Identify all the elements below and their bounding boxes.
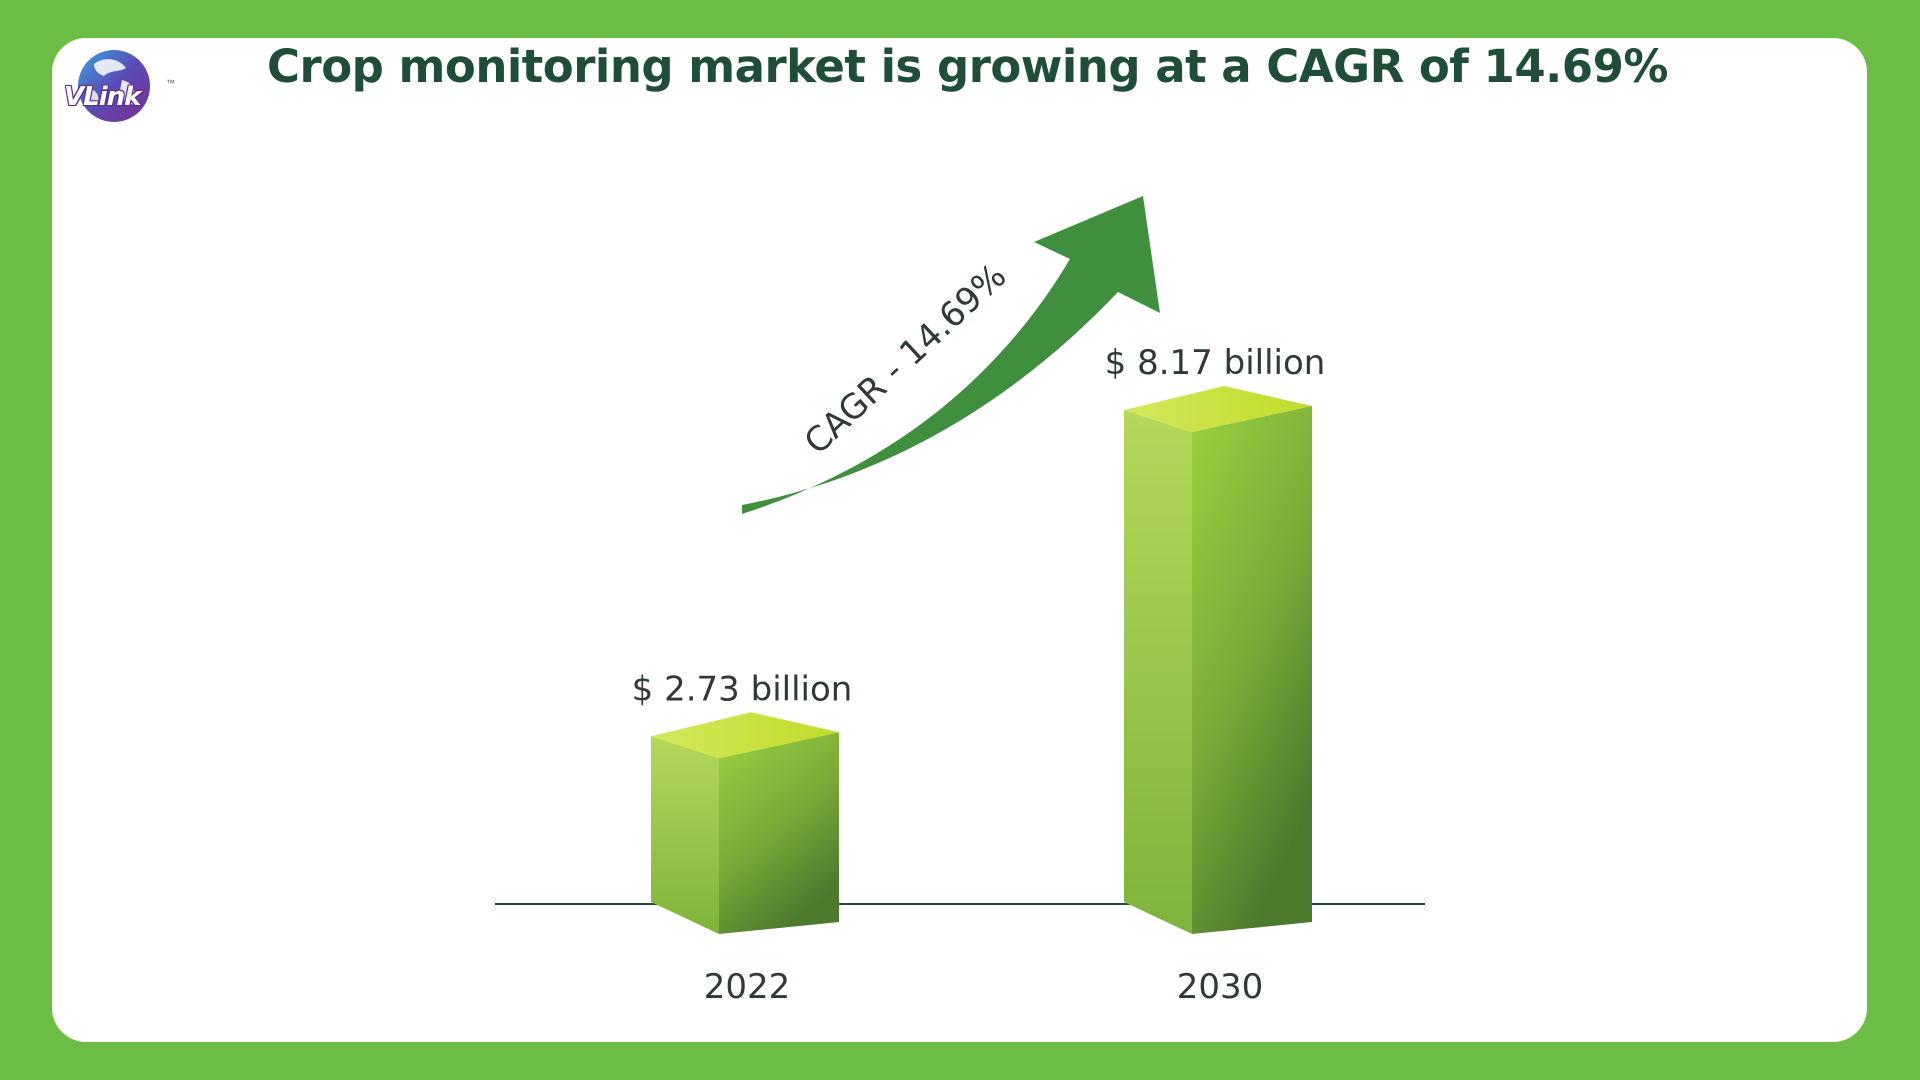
- globe-icon: [78, 50, 150, 122]
- category-label-2022: 2022: [704, 967, 791, 1007]
- vlink-logo: VLink ™: [64, 46, 175, 130]
- bar-top-2030: [1124, 386, 1312, 432]
- bar-side-2030: [1124, 410, 1192, 934]
- value-label-2022: $ 2.73 billion: [632, 669, 853, 709]
- logo-trademark: ™: [166, 78, 175, 88]
- category-label-2030: 2030: [1177, 967, 1264, 1007]
- value-label-2030: $ 8.17 billion: [1105, 343, 1326, 383]
- logo-text: VLink: [64, 82, 141, 112]
- bar-top-2022: [651, 712, 839, 759]
- bar-2030: [1192, 406, 1312, 934]
- bar-side-2022: [651, 736, 719, 934]
- page-title: Crop monitoring market is growing at a C…: [267, 40, 1668, 93]
- bar-2022: [719, 732, 839, 934]
- cagr-annotation: CAGR - 14.69%: [797, 256, 1014, 463]
- growth-arrow: [742, 196, 1160, 514]
- chart-card: VLink ™: [52, 38, 1867, 1042]
